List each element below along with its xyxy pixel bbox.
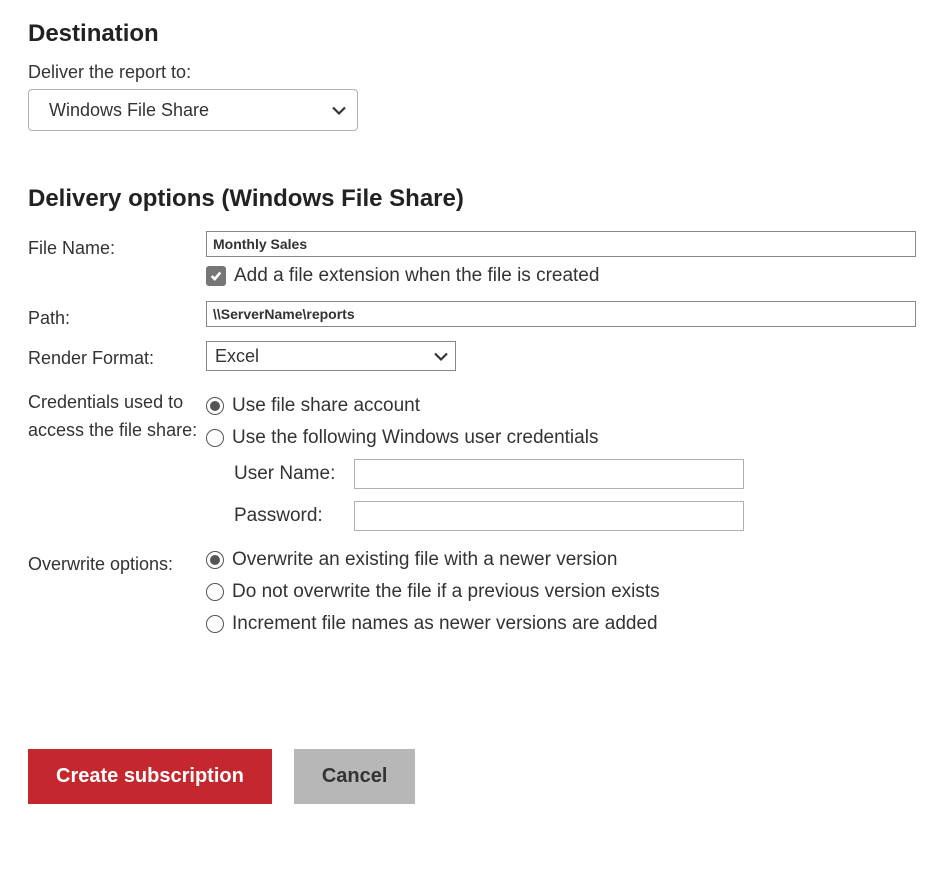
- credentials-radio-fs-account-label: Use file share account: [232, 395, 420, 417]
- file-name-input[interactable]: [206, 231, 916, 257]
- path-input[interactable]: [206, 301, 916, 327]
- overwrite-options-label: Overwrite options:: [28, 547, 206, 579]
- credentials-radio-fs-account[interactable]: [206, 397, 224, 415]
- create-subscription-button[interactable]: Create subscription: [28, 749, 272, 804]
- cancel-button[interactable]: Cancel: [294, 749, 416, 804]
- overwrite-radio-overwrite-label: Overwrite an existing file with a newer …: [232, 549, 617, 571]
- deliver-to-label: Deliver the report to:: [28, 62, 918, 83]
- password-label: Password:: [234, 505, 354, 527]
- credentials-radio-win-user[interactable]: [206, 429, 224, 447]
- overwrite-radio-increment-label: Increment file names as newer versions a…: [232, 613, 658, 635]
- check-icon: [209, 269, 223, 283]
- overwrite-radio-increment[interactable]: [206, 615, 224, 633]
- file-name-label: File Name:: [28, 231, 206, 263]
- path-label: Path:: [28, 301, 206, 333]
- render-format-select-wrapper: Excel: [206, 341, 456, 371]
- credentials-label: Credentials used to access the file shar…: [28, 385, 206, 445]
- overwrite-radio-overwrite[interactable]: [206, 551, 224, 569]
- delivery-options-heading: Delivery options (Windows File Share): [28, 185, 918, 213]
- overwrite-radio-no-overwrite-label: Do not overwrite the file if a previous …: [232, 581, 660, 603]
- username-label: User Name:: [234, 463, 354, 485]
- password-input[interactable]: [354, 501, 744, 531]
- add-extension-label: Add a file extension when the file is cr…: [234, 265, 599, 287]
- render-format-select[interactable]: Excel: [206, 341, 456, 371]
- overwrite-radio-no-overwrite[interactable]: [206, 583, 224, 601]
- destination-heading: Destination: [28, 20, 918, 48]
- deliver-to-select[interactable]: Windows File Share: [28, 89, 358, 131]
- username-input[interactable]: [354, 459, 744, 489]
- deliver-to-select-wrapper: Windows File Share: [28, 89, 358, 131]
- add-extension-checkbox[interactable]: [206, 266, 226, 286]
- credentials-radio-win-user-label: Use the following Windows user credentia…: [232, 427, 598, 449]
- render-format-label: Render Format:: [28, 341, 206, 373]
